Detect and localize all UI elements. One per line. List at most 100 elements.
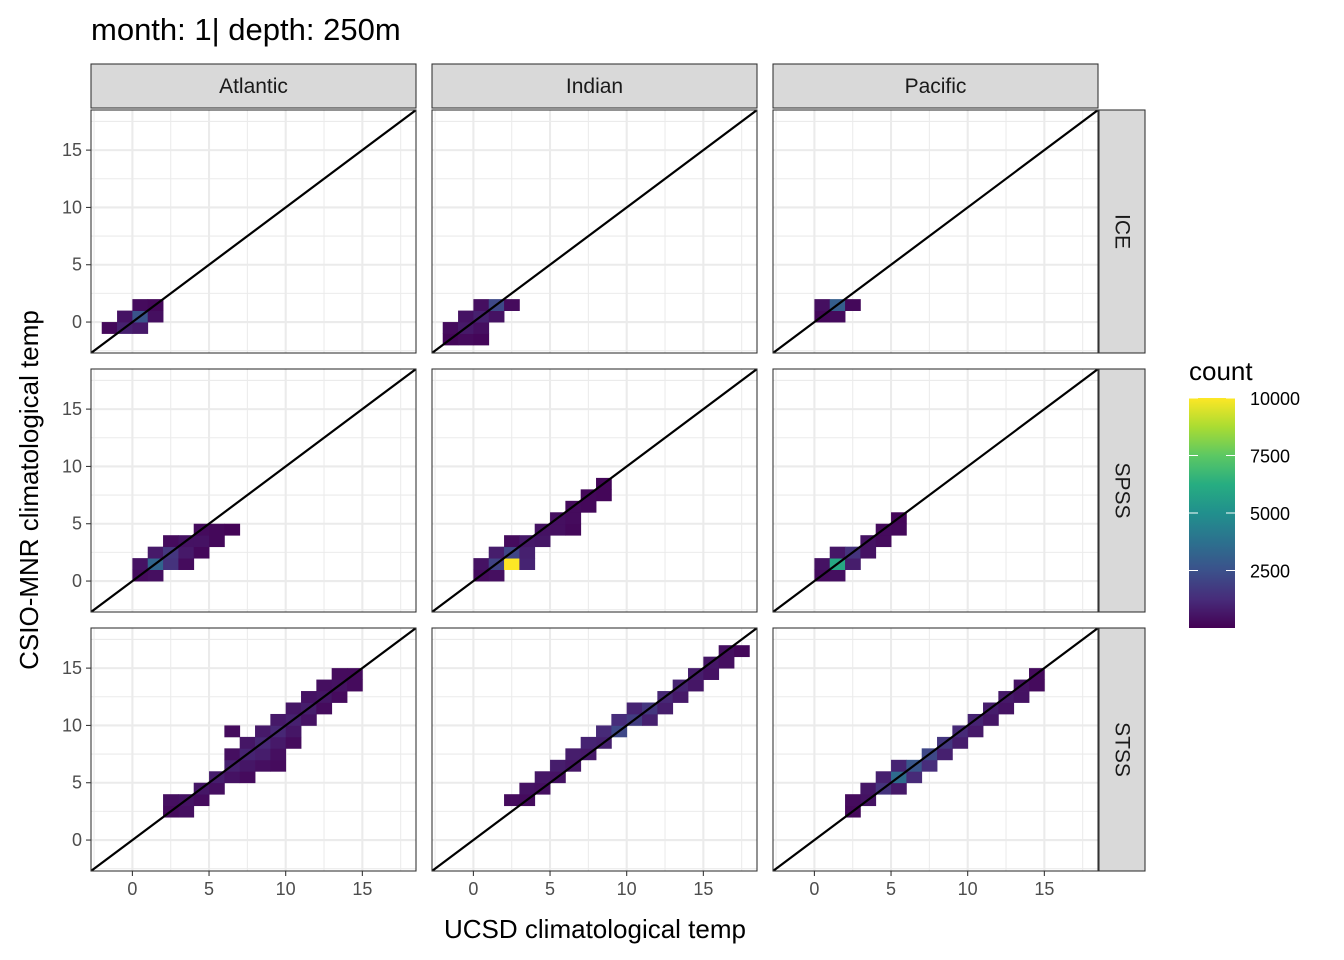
heatmap-tile [596, 725, 612, 738]
heatmap-tile [921, 759, 938, 772]
panel-border [772, 627, 1099, 872]
x-tick-label: 0 [468, 879, 478, 899]
legend-label: 5000 [1250, 504, 1290, 524]
strip-pacific: Pacific [772, 63, 1099, 109]
heatmap-tile [875, 535, 892, 548]
heatmap-tile [473, 558, 490, 570]
heatmap-tile [209, 523, 225, 536]
heatmap-tile [488, 310, 505, 323]
heatmap-tile [1013, 691, 1030, 703]
heatmap-tile [937, 748, 953, 761]
identity-line [773, 369, 1098, 612]
heatmap-tile [147, 569, 164, 582]
heatmap-tile [534, 771, 551, 784]
x-tick-label: 5 [204, 879, 214, 899]
heatmap-tile [611, 713, 628, 726]
heatmap-tile [163, 558, 179, 570]
heatmap-tile [565, 748, 582, 761]
heatmap-tile [657, 702, 674, 715]
heatmap-tile [224, 725, 241, 738]
strip-label: Indian [566, 75, 623, 98]
heatmap-tile [193, 535, 210, 548]
heatmap-tile [270, 759, 287, 772]
heatmap-tile [239, 736, 256, 749]
panel-border [90, 627, 417, 872]
heatmap-tile [967, 725, 984, 738]
heatmap-tile [239, 759, 256, 772]
heatmap-tile [331, 691, 348, 703]
heatmap-tile [255, 748, 271, 761]
strip-label: SPSS [1111, 462, 1134, 518]
heatmap-tile [301, 713, 317, 726]
panel-border [431, 109, 758, 354]
y-tick-label: 5 [72, 514, 82, 534]
x-tick-label: 15 [352, 879, 372, 899]
heatmap-tile [688, 679, 704, 692]
heatmap-tile [642, 713, 658, 726]
panel-atlantic-ice: 0 5 10 15 [62, 109, 417, 354]
panel-atlantic-stss: 0 5 10 15 0 5 10 15 [62, 627, 417, 899]
heatmap-tile [829, 546, 846, 559]
panel-pacific-stss: 0 5 10 15 [772, 627, 1099, 899]
x-tick-label: 10 [617, 879, 637, 899]
panel-indian-stss: 0 5 10 15 [431, 627, 758, 899]
heatmap-tile [301, 691, 317, 703]
heatmap-tile [270, 736, 287, 749]
x-tick-label: 5 [886, 879, 896, 899]
heatmap-tile [672, 691, 689, 703]
heatmap-tile [117, 310, 133, 323]
heatmap-tile [998, 702, 1015, 715]
heatmap-tile [1029, 679, 1045, 692]
heatmap-tile [270, 713, 287, 726]
heatmap-tile [845, 558, 861, 570]
heatmap-tile [193, 794, 210, 807]
heatmap-tile [504, 299, 520, 311]
heatmap-tile [458, 333, 474, 346]
y-tick-label: 0 [72, 571, 82, 591]
panel-border [772, 368, 1099, 613]
identity-line [432, 369, 757, 612]
panel-indian-ice [431, 109, 758, 354]
y-tick-label: 10 [62, 197, 82, 217]
heatmap-tile [519, 558, 536, 570]
heatmap-tile [331, 668, 348, 680]
heatmap-tile [734, 645, 750, 658]
x-axis-title: UCSD climatological temp [444, 914, 746, 944]
heatmap-tile [255, 725, 271, 738]
panel-pacific-spss [772, 368, 1099, 613]
heatmap-tile [580, 736, 597, 749]
heatmap-tile [473, 333, 490, 346]
heatmap-tile [829, 310, 846, 323]
heatmap-tile [488, 569, 505, 582]
heatmap-tile [132, 322, 149, 334]
heatmap-tile [147, 546, 164, 559]
y-tick-label: 15 [62, 140, 82, 160]
y-tick-label: 0 [72, 312, 82, 332]
heatmap-tile [565, 523, 582, 536]
x-tick-label: 0 [127, 879, 137, 899]
panel-border [431, 368, 758, 613]
heatmap-tile [626, 702, 643, 715]
heatmap-tile [504, 535, 520, 548]
strip-label: ICE [1111, 214, 1134, 249]
heatmap-tile [473, 322, 490, 334]
heatmap-tile [565, 512, 582, 525]
heatmap-tile [875, 771, 892, 784]
heatmap-tile [814, 558, 831, 570]
identity-line [91, 628, 416, 871]
heatmap-tile [442, 322, 459, 334]
y-tick-label: 5 [72, 773, 82, 793]
heatmap-tile [891, 759, 907, 772]
heatmap-tile [178, 805, 195, 818]
heatmap-tile [285, 725, 302, 738]
heatmap-tile [550, 759, 566, 772]
panel-grid [773, 628, 1098, 871]
heatmap-tile [906, 771, 923, 784]
panel-border [90, 109, 417, 354]
facet-panels: Atlantic Indian Pacific ICE SPSS STSS 0 5 10 15 0 5… [62, 63, 1146, 899]
strip-stss: STSS [1098, 627, 1146, 872]
panel-border [431, 627, 758, 872]
heatmap-tile [519, 546, 536, 559]
x-tick-label: 5 [545, 879, 555, 899]
x-tick-label: 10 [276, 879, 296, 899]
